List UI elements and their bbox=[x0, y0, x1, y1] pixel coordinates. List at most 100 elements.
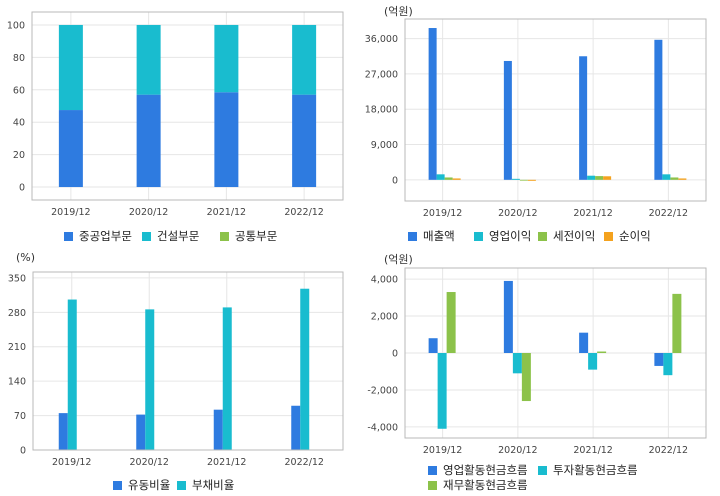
x-tick-label: 2022/12 bbox=[649, 445, 688, 456]
bar bbox=[672, 293, 682, 353]
bar bbox=[512, 353, 522, 374]
bar bbox=[519, 179, 528, 181]
bar bbox=[428, 28, 437, 180]
segment-chart-panel: 0 20 40 60 80 100 2019/12 2020/12 2021/12 2022/12… bbox=[0, 0, 360, 248]
legend-swatch bbox=[177, 480, 186, 490]
x-tick-label: 2022/12 bbox=[649, 208, 688, 219]
y-tick-label: 0 bbox=[392, 349, 398, 360]
income-unit-label: (억원) bbox=[384, 5, 413, 18]
x-tick-label: 2020/12 bbox=[498, 208, 537, 219]
income-legend: 매출액 영업이익 세전이익 순이익 bbox=[360, 228, 720, 244]
x-tick-label: 2021/12 bbox=[573, 208, 612, 219]
y-tick-label: 40 bbox=[13, 118, 25, 129]
legend-swatch bbox=[474, 231, 483, 241]
cashflow-chart-panel: (억원) -4,000 -2,000 0 2,000 4,000 2019/12 2020/… bbox=[360, 248, 720, 496]
bar bbox=[145, 309, 155, 450]
legend-item-investing-cf[interactable]: 투자활동현금흐름 bbox=[538, 462, 638, 478]
bar bbox=[136, 414, 146, 450]
bar bbox=[291, 405, 301, 450]
bar bbox=[136, 94, 161, 188]
y-tick-label: 4,000 bbox=[371, 275, 398, 286]
income-chart-panel: (억원) 0 9,000 18,000 27,000 36,000 2019/12 2020… bbox=[360, 0, 720, 248]
x-tick-label: 2021/12 bbox=[207, 457, 246, 468]
bar bbox=[67, 299, 77, 450]
legend-label: 건설부문 bbox=[157, 229, 200, 243]
legend-item-construction[interactable]: 건설부문 bbox=[142, 228, 199, 244]
y-tick-label: 140 bbox=[8, 377, 26, 388]
x-tick-label: 2020/12 bbox=[129, 207, 168, 218]
segment-legend: 중공업부문 건설부문 공통부문 bbox=[0, 228, 360, 244]
legend-item-heavy-industry[interactable]: 중공업부문 bbox=[64, 228, 132, 244]
bar bbox=[663, 353, 673, 376]
bar bbox=[588, 353, 598, 370]
legend-label: 재무활동현금흐름 bbox=[443, 478, 528, 492]
legend-swatch bbox=[428, 465, 437, 475]
legend-item-operating-income[interactable]: 영업이익 bbox=[474, 228, 531, 244]
bar bbox=[587, 175, 596, 180]
ratio-legend: 유동비율 부채비율 bbox=[0, 477, 360, 493]
x-tick-label: 2020/12 bbox=[498, 445, 537, 456]
bar bbox=[527, 179, 536, 181]
legend-label: 공통부문 bbox=[235, 229, 278, 243]
legend-swatch bbox=[64, 231, 73, 241]
legend-swatch bbox=[604, 231, 613, 241]
y-tick-label: 20 bbox=[13, 150, 25, 161]
y-tick-label: 36,000 bbox=[365, 34, 398, 45]
y-tick-label: 2,000 bbox=[371, 312, 398, 323]
y-tick-label: 18,000 bbox=[365, 105, 398, 116]
legend-label: 순이익 bbox=[619, 229, 651, 243]
legend-label: 매출액 bbox=[423, 229, 455, 243]
ratio-chart: 0 70 140 210 280 350 2019/12 2020/12 2021/12 2022… bbox=[8, 271, 344, 468]
legend-label: 영업활동현금흐름 bbox=[443, 463, 528, 477]
bar bbox=[595, 176, 604, 180]
bar bbox=[654, 39, 663, 180]
bar bbox=[579, 332, 589, 353]
legend-label: 중공업부문 bbox=[79, 229, 132, 243]
y-tick-label: -2,000 bbox=[367, 385, 398, 396]
legend-item-revenue[interactable]: 매출액 bbox=[408, 228, 455, 244]
x-tick-label: 2019/12 bbox=[423, 208, 462, 219]
legend-item-financing-cf[interactable]: 재무활동현금흐름 bbox=[428, 477, 528, 493]
bar bbox=[214, 92, 239, 188]
bar bbox=[292, 94, 317, 188]
y-tick-label: 80 bbox=[13, 53, 25, 64]
legend-swatch bbox=[142, 231, 151, 241]
bar bbox=[58, 413, 68, 450]
y-tick-label: 350 bbox=[8, 273, 26, 284]
legend-item-current-ratio[interactable]: 유동비율 bbox=[113, 477, 170, 493]
segment-chart: 0 20 40 60 80 100 2019/12 2020/12 2021/12 2022/12 bbox=[7, 11, 344, 218]
bar bbox=[597, 351, 607, 353]
bar bbox=[213, 409, 223, 450]
bar bbox=[678, 178, 687, 180]
x-tick-label: 2021/12 bbox=[573, 445, 612, 456]
x-tick-label: 2020/12 bbox=[130, 457, 169, 468]
legend-item-common[interactable]: 공통부문 bbox=[220, 228, 277, 244]
y-tick-label: 210 bbox=[8, 342, 26, 353]
cashflow-chart: -4,000 -2,000 0 2,000 4,000 2019/12 2020/12 202… bbox=[367, 267, 707, 456]
x-tick-label: 2022/12 bbox=[284, 207, 323, 218]
bar bbox=[654, 353, 664, 366]
legend-swatch bbox=[408, 231, 417, 241]
bar bbox=[503, 60, 512, 180]
legend-swatch bbox=[113, 480, 122, 490]
bar bbox=[670, 177, 679, 180]
cashflow-legend: 영업활동현금흐름 투자활동현금흐름 재무활동현금흐름 bbox=[360, 462, 720, 494]
legend-label: 세전이익 bbox=[553, 229, 596, 243]
bar bbox=[58, 110, 83, 188]
legend-item-net-income[interactable]: 순이익 bbox=[604, 228, 651, 244]
legend-item-debt-ratio[interactable]: 부채비율 bbox=[177, 477, 234, 493]
y-tick-label: 0 bbox=[20, 446, 26, 457]
bar bbox=[511, 178, 520, 180]
x-tick-label: 2021/12 bbox=[207, 207, 246, 218]
legend-label: 투자활동현금흐름 bbox=[553, 463, 638, 477]
x-tick-label: 2019/12 bbox=[423, 445, 462, 456]
y-tick-label: 280 bbox=[8, 308, 26, 319]
y-tick-label: 100 bbox=[7, 20, 25, 31]
income-chart: 0 9,000 18,000 27,000 36,000 2019/12 2020/12 20… bbox=[365, 18, 707, 219]
legend-swatch bbox=[538, 465, 547, 475]
x-tick-label: 2019/12 bbox=[52, 457, 91, 468]
legend-item-operating-cf[interactable]: 영업활동현금흐름 bbox=[428, 462, 528, 478]
legend-item-pretax-income[interactable]: 세전이익 bbox=[538, 228, 595, 244]
bar bbox=[521, 353, 531, 402]
x-tick-label: 2019/12 bbox=[51, 207, 90, 218]
